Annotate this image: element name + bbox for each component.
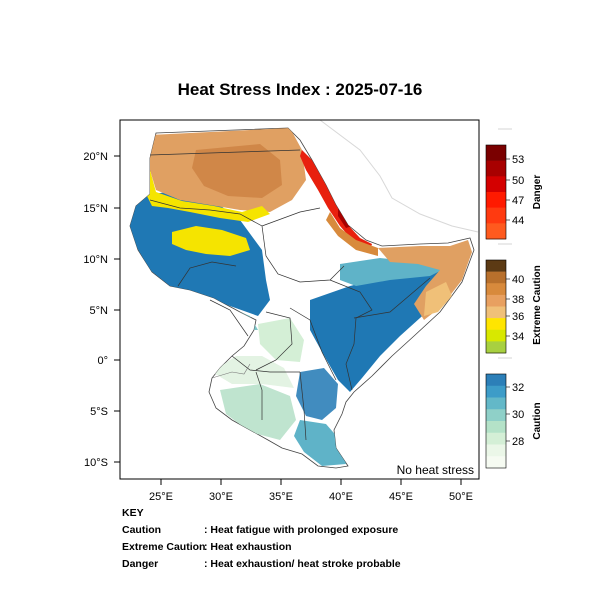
country-borders (149, 149, 431, 441)
danger-swatch (486, 176, 506, 193)
lon-label: 30°E (209, 491, 233, 503)
caution-swatch (486, 397, 506, 410)
lon-label: 25°E (149, 491, 173, 503)
extreme-tick-label: 36 (512, 311, 524, 323)
danger-swatch (486, 192, 506, 208)
map-frame (119, 119, 480, 480)
caution-swatch (486, 409, 506, 422)
caution-zone-east (310, 268, 448, 392)
extreme-swatch (486, 294, 506, 307)
extreme-swatch (486, 306, 506, 319)
extreme-caution-horn-light (424, 282, 452, 316)
danger-colorbar-frame (485, 144, 507, 240)
lat-label: 0° (97, 355, 108, 367)
danger-tick-label: 44 (512, 215, 524, 227)
danger-swatch (486, 207, 506, 224)
caution-tick-label: 32 (512, 382, 524, 394)
key-row-caution: Caution : Heat fatigue with prolonged exp… (122, 524, 398, 536)
danger-colorbar-title: Danger (532, 175, 543, 210)
danger-swatch (486, 145, 506, 161)
caution-swatch (486, 385, 506, 398)
key-heading: KEY (122, 507, 144, 519)
lon-label: 50°E (449, 491, 473, 503)
caution-swatch (486, 374, 506, 387)
danger-swatch (486, 160, 506, 177)
key-term: Extreme Caution (122, 541, 206, 553)
key-desc: : Heat exhaustion/ heat stroke probable (204, 558, 401, 570)
lat-label: 10°S (84, 457, 108, 469)
caution-swatch (486, 421, 506, 434)
caution-south-west (220, 384, 296, 440)
caution-swatch (486, 444, 506, 457)
no-heat-stress-note: No heat stress (397, 463, 474, 477)
extreme-caution-horn (378, 240, 472, 320)
caution-tick-label: 28 (512, 436, 524, 448)
caution-pale-central (258, 318, 304, 362)
extreme-caution-yellow-blob (172, 226, 250, 256)
extreme-colorbar-frame (485, 259, 507, 354)
lat-label: 5°N (90, 305, 109, 317)
lon-label: 40°E (329, 491, 353, 503)
extreme-swatch (486, 283, 506, 296)
danger-tick-label: 53 (512, 154, 524, 166)
caution-swatch (486, 432, 506, 445)
caution-swatch (486, 456, 506, 469)
extreme-caution-yellow-belt (144, 170, 270, 222)
caution-pale-south (212, 356, 294, 388)
caution-light-east (340, 258, 446, 286)
lat-label: 15°N (83, 203, 108, 215)
extreme-swatch (486, 341, 506, 354)
danger-tick-label: 50 (512, 175, 524, 187)
extreme-colorbar-title: Extreme Caution (532, 265, 543, 344)
extreme-swatch (486, 329, 506, 342)
extreme-tick-label: 34 (512, 331, 524, 343)
caution-zone-west (130, 192, 270, 316)
extreme-tick-label: 38 (512, 294, 524, 306)
extreme-swatch (486, 318, 506, 331)
lat-label: 10°N (83, 254, 108, 266)
lon-label: 45°E (389, 491, 413, 503)
key-desc: : Heat exhaustion (204, 541, 292, 553)
danger-swatch (486, 223, 506, 240)
lat-label: 20°N (83, 151, 108, 163)
caution-colorbar-title: Caution (532, 402, 543, 439)
extreme-caution-coast (326, 212, 378, 256)
key-term: Danger (122, 558, 159, 570)
caution-tick-label: 30 (512, 409, 524, 421)
caution-south-coast (294, 420, 346, 466)
extreme-swatch (486, 271, 506, 284)
danger-coast (300, 150, 372, 250)
key-desc: : Heat fatigue with prolonged exposure (204, 524, 399, 536)
no-heat-stress-central (266, 206, 346, 310)
extreme-swatch (486, 260, 506, 272)
extreme-tick-label: 40 (512, 274, 524, 286)
lon-label: 35°E (269, 491, 293, 503)
key-term: Caution (122, 524, 162, 536)
caution-colorbar-frame (485, 373, 507, 469)
lat-label: 5°S (90, 406, 108, 418)
extreme-caution-north-dark (192, 144, 282, 198)
chart-title: Heat Stress Index : 2025-07-16 (177, 80, 423, 99)
caution-south-east (296, 368, 338, 420)
key-row-danger: Danger : Heat exhaustion/ heat stroke pro… (122, 558, 401, 570)
key-row-extreme-caution: Extreme Caution: Heat exhaustion (122, 541, 292, 553)
danger-tick-label: 47 (512, 195, 524, 207)
